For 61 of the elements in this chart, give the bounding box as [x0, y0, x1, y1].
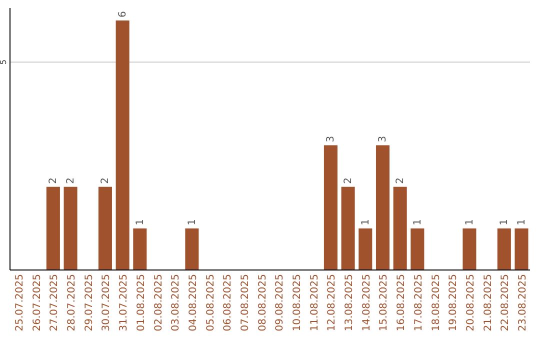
- x-tick-label: 16.08.2025: [396, 274, 408, 332]
- data-label: 2: [66, 177, 77, 184]
- data-label: 3: [326, 136, 337, 142]
- data-label: 2: [343, 177, 354, 184]
- x-tick-label: 21.08.2025: [482, 274, 494, 332]
- x-tick-label: 31.07.2025: [118, 274, 130, 332]
- data-label: 1: [360, 219, 372, 226]
- bar: [64, 186, 78, 270]
- x-tick-label: 28.07.2025: [66, 274, 78, 332]
- x-tick-label: 27.07.2025: [49, 274, 60, 332]
- bar: [133, 228, 147, 270]
- bar: [324, 145, 338, 270]
- data-label: 1: [134, 219, 146, 226]
- x-tick-label: 19.08.2025: [448, 274, 460, 332]
- bar: [98, 186, 112, 270]
- x-tick-label: 26.07.2025: [32, 274, 43, 332]
- x-tick-label: 11.08.2025: [309, 274, 320, 332]
- bar: [341, 186, 355, 270]
- data-label: 1: [516, 219, 528, 226]
- x-tick-label: 05.08.2025: [205, 274, 216, 332]
- x-tick-label: 15.08.2025: [378, 274, 390, 332]
- data-label: 1: [464, 219, 476, 226]
- x-tick-label: 25.07.2025: [14, 274, 26, 332]
- x-tick-label: 22.08.2025: [500, 274, 512, 332]
- bar: [497, 228, 511, 270]
- x-tick-label: 03.08.2025: [170, 274, 182, 332]
- data-label: 1: [499, 219, 510, 226]
- data-label: 1: [412, 219, 424, 226]
- x-tick-label: 20.08.2025: [465, 274, 476, 332]
- x-tick-label: 29.07.2025: [84, 274, 95, 332]
- x-tick-label: 01.08.2025: [136, 274, 147, 332]
- x-tick-label: 07.08.2025: [240, 274, 251, 332]
- x-tick-label: 13.08.2025: [344, 274, 356, 332]
- bar: [514, 228, 528, 270]
- bar: [185, 228, 199, 270]
- x-tick-label: 04.08.2025: [188, 274, 199, 332]
- data-label: 2: [48, 177, 60, 184]
- data-label: 6: [118, 11, 129, 18]
- x-tick-label: 17.08.2025: [413, 274, 424, 332]
- bar: [376, 145, 390, 270]
- data-label: 2: [100, 177, 112, 184]
- bar: [46, 186, 60, 270]
- bar: [462, 228, 476, 270]
- x-tick-label: 30.07.2025: [101, 274, 112, 332]
- bar: [393, 186, 407, 270]
- x-tick-label: 02.08.2025: [153, 274, 164, 332]
- x-tick-label: 10.08.2025: [292, 274, 304, 332]
- x-tick-label: 18.08.2025: [430, 274, 442, 332]
- x-tick-label: 14.08.2025: [361, 274, 372, 332]
- x-tick-label: 08.08.2025: [257, 274, 268, 332]
- data-label: 2: [395, 177, 406, 184]
- x-tick-label: 09.08.2025: [274, 274, 286, 332]
- bar: [116, 20, 130, 270]
- bar: [358, 228, 372, 270]
- y-tick-label: 5: [0, 60, 8, 65]
- data-label: 3: [378, 136, 389, 142]
- bar: [410, 228, 424, 270]
- x-tick-label: 06.08.2025: [222, 274, 234, 332]
- x-tick-label: 23.08.2025: [518, 274, 528, 332]
- data-label: 1: [186, 219, 198, 226]
- x-tick-label: 12.08.2025: [326, 274, 338, 332]
